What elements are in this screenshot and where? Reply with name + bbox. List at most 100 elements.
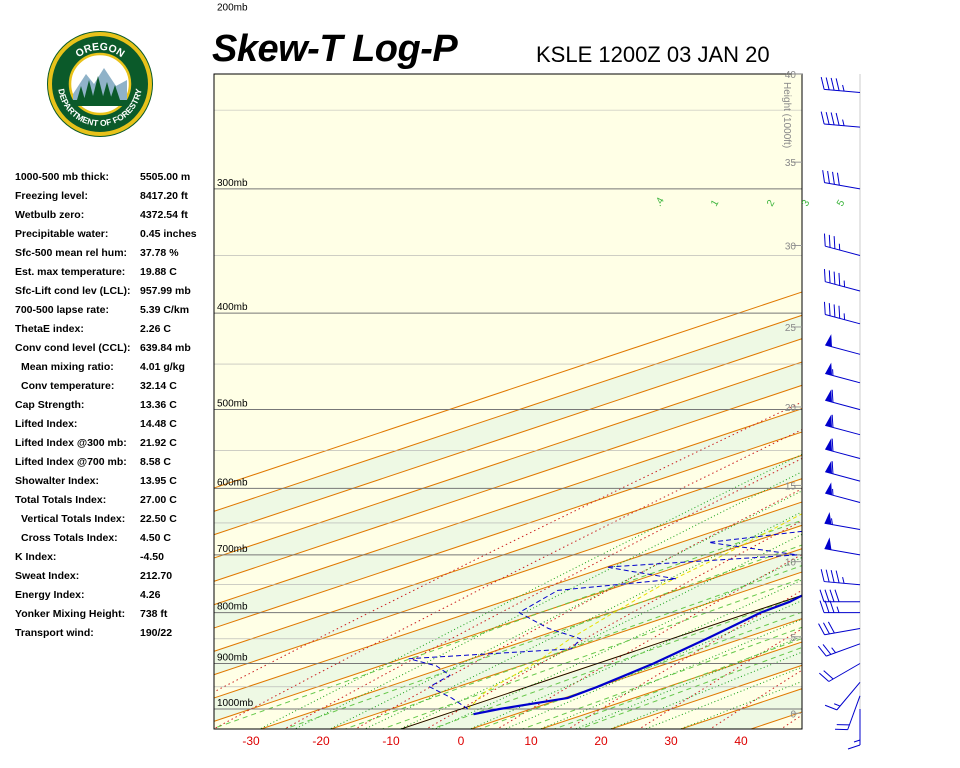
index-row: ThetaE index: 2.26 C bbox=[15, 320, 215, 339]
wind-barb-half-flag bbox=[832, 369, 834, 376]
wind-barb-half-flag bbox=[834, 703, 841, 707]
wind-barb-flag bbox=[829, 600, 835, 613]
wind-barb-flag bbox=[838, 305, 841, 319]
wind-barb-flag bbox=[831, 438, 834, 452]
index-label: Lifted Index @700 mb: bbox=[15, 456, 127, 468]
pressure-label: 900mb bbox=[217, 652, 248, 663]
pressure-label: 700mb bbox=[217, 544, 248, 555]
index-row: Transport wind: 190/22 bbox=[15, 624, 215, 643]
index-row: Conv cond level (CCL): 639.84 mb bbox=[15, 339, 215, 358]
wind-barb-pennant bbox=[824, 537, 832, 550]
stability-indices-panel: 1000-500 mb thick: 5505.00 m Freezing leve… bbox=[15, 168, 215, 643]
wind-barb bbox=[823, 301, 861, 325]
index-value: 27.00 C bbox=[140, 494, 177, 506]
pressure-label: 400mb bbox=[217, 302, 248, 313]
index-value: 4.50 C bbox=[140, 532, 171, 544]
isotherm-line bbox=[214, 431, 802, 629]
height-tick-label: 30 bbox=[785, 241, 797, 252]
wind-barb-flag bbox=[825, 111, 830, 125]
wind-barb-pennant bbox=[825, 362, 832, 376]
index-row: Sfc-Lift cond lev (LCL): 957.99 mb bbox=[15, 282, 215, 301]
index-value: 639.84 mb bbox=[140, 342, 191, 354]
index-value: 4.26 bbox=[140, 589, 161, 601]
wind-barb-flag bbox=[829, 589, 835, 602]
index-row: 1000-500 mb thick: 5505.00 m bbox=[15, 168, 215, 187]
index-row: 700-500 lapse rate: 5.39 C/km bbox=[15, 301, 215, 320]
wind-barb-flag bbox=[820, 111, 825, 125]
mixing-ratio-line bbox=[578, 646, 802, 729]
index-label: Transport wind: bbox=[15, 627, 94, 639]
wind-barb-flag bbox=[828, 303, 831, 316]
wind-barb-staff bbox=[824, 182, 861, 190]
index-label: Wetbulb zero: bbox=[15, 209, 85, 221]
height-tick-label: 35 bbox=[785, 158, 797, 169]
x-tick-label: -20 bbox=[312, 734, 330, 748]
wind-barb-half-flag bbox=[831, 518, 833, 525]
pressure-label: 500mb bbox=[217, 399, 248, 410]
wind-barb bbox=[818, 621, 861, 636]
index-row: Energy Index: 4.26 bbox=[15, 586, 215, 605]
index-label: Mean mixing ratio: bbox=[21, 361, 114, 373]
wind-barb bbox=[824, 681, 861, 711]
index-row: Est. max temperature: 19.88 C bbox=[15, 263, 215, 282]
pressure-label: 600mb bbox=[217, 477, 248, 488]
isotherm-band bbox=[214, 361, 802, 582]
isotherm-band bbox=[214, 455, 802, 675]
moist-adiabat-line bbox=[328, 490, 802, 729]
wind-barb-staff bbox=[825, 399, 861, 411]
wind-barb-flag bbox=[833, 271, 836, 285]
index-row: Conv temperature: 32.14 C bbox=[15, 377, 215, 396]
wind-barb-half-flag bbox=[853, 739, 861, 743]
wind-barb-staff bbox=[824, 581, 861, 586]
wind-barb-pennant bbox=[825, 438, 832, 451]
wind-barb bbox=[825, 362, 861, 384]
svg-text:OREGON: OREGON bbox=[73, 41, 126, 60]
wind-barb-staff bbox=[825, 281, 861, 292]
index-label: 1000-500 mb thick: bbox=[15, 171, 109, 183]
wind-barb-flag bbox=[831, 461, 834, 474]
wind-barb-staff bbox=[825, 245, 861, 256]
wind-barb-pennant bbox=[825, 414, 832, 428]
isotherm-line bbox=[214, 408, 802, 606]
plot-area bbox=[214, 0, 960, 730]
wind-barb-flag bbox=[828, 270, 831, 284]
wind-barb-flag bbox=[830, 112, 835, 125]
wind-barb-flag bbox=[818, 623, 825, 635]
wind-barb bbox=[824, 511, 861, 530]
x-tick-label: 0 bbox=[458, 734, 465, 748]
wind-barb-flag bbox=[819, 672, 830, 682]
wind-barb bbox=[820, 76, 861, 93]
wind-barb bbox=[835, 695, 861, 731]
wind-barb-pennant bbox=[825, 482, 832, 495]
wind-barb-flag bbox=[835, 112, 840, 126]
x-tick-label: 20 bbox=[594, 734, 608, 748]
wind-barb bbox=[847, 709, 861, 750]
isotherm-line bbox=[214, 384, 802, 582]
dry-adiabat-line bbox=[780, 714, 802, 729]
wind-barb-flag bbox=[832, 171, 835, 185]
isotherm-band bbox=[214, 501, 802, 722]
index-value: 32.14 C bbox=[140, 380, 177, 392]
wind-barb-flag bbox=[819, 600, 825, 613]
x-tick-label: -10 bbox=[382, 734, 400, 748]
wind-barb-half-flag bbox=[838, 243, 841, 251]
wind-barb-flag bbox=[825, 77, 830, 90]
wind-barb-staff bbox=[824, 123, 861, 128]
wind-barb-flag bbox=[847, 744, 861, 750]
index-row: Lifted Index @300 mb: 21.92 C bbox=[15, 434, 215, 453]
wind-barb-flag bbox=[825, 569, 830, 583]
wind-barb-pennant bbox=[825, 334, 832, 347]
index-value: 37.78 % bbox=[140, 247, 179, 259]
wind-barb-staff bbox=[836, 681, 861, 711]
wind-barb-flag bbox=[824, 704, 838, 711]
wind-barb-pennant bbox=[825, 389, 832, 403]
index-value: 212.70 bbox=[140, 570, 173, 582]
wind-barb bbox=[819, 663, 861, 682]
plot-border bbox=[213, 73, 803, 730]
isotherm-line bbox=[818, 0, 960, 730]
index-label: Energy Index: bbox=[15, 589, 85, 601]
index-value: 22.50 C bbox=[140, 513, 177, 525]
wind-barb-staff bbox=[828, 663, 861, 682]
wind-barb-flag bbox=[824, 600, 830, 613]
